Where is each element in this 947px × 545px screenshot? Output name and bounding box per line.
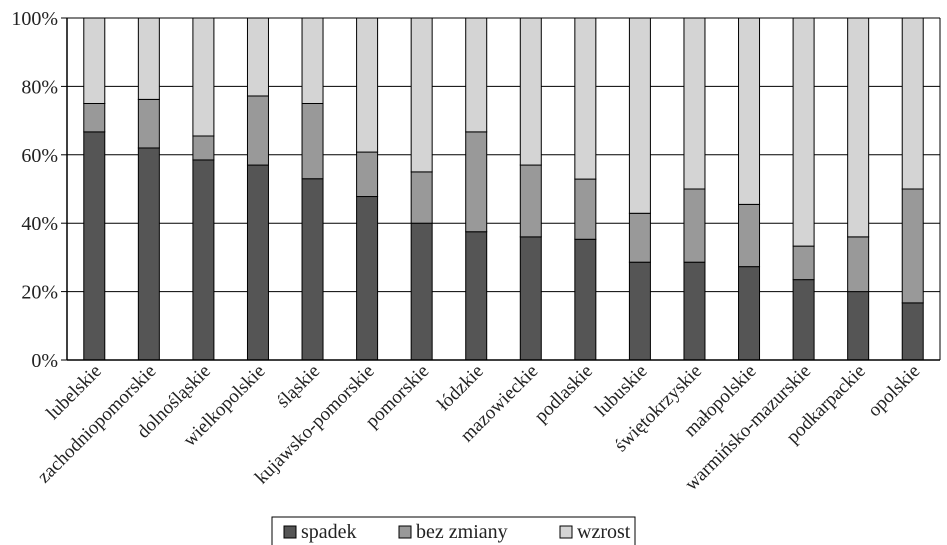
bar-segment [356, 151, 379, 198]
bar-segment [574, 178, 597, 240]
bar-segment [465, 131, 488, 233]
bar-segment [792, 17, 815, 247]
bar-segment [519, 17, 542, 166]
y-axis-ticks: 0% 20% 40% 60% 80% 100% [11, 8, 67, 372]
bar-segment [356, 196, 379, 361]
bar-segment [137, 17, 160, 100]
x-axis-labels: lubelskiezachodniopomorskiedolnośląskiew… [34, 361, 925, 495]
bar-segment [83, 131, 106, 361]
bar-segment [465, 231, 488, 361]
bar-segment [792, 279, 815, 361]
bar-segment [410, 222, 433, 361]
bar-segment [847, 17, 870, 238]
bar-segment [246, 17, 269, 97]
bar-segment [683, 17, 706, 190]
bar-segment [683, 188, 706, 263]
legend-box [271, 516, 636, 545]
legend-swatch [283, 525, 297, 539]
bar-segment [738, 17, 761, 205]
bar-segment [192, 135, 215, 161]
bar-segment [246, 95, 269, 166]
bar-segment [847, 291, 870, 361]
bar-segment [628, 17, 651, 214]
bar-segment [356, 17, 379, 153]
bar-segment [901, 188, 924, 304]
bar-segment [628, 212, 651, 263]
bar-segment [792, 245, 815, 281]
bar-segment [574, 17, 597, 180]
legend: spadek bez zmiany wzrost [271, 516, 636, 545]
bar-segment [83, 17, 106, 104]
bar-segment [192, 17, 215, 137]
legend-swatch [398, 525, 412, 539]
bar-segment [574, 238, 597, 361]
bar-segment [410, 17, 433, 173]
bar-segment [137, 98, 160, 149]
bar-segment [301, 17, 324, 104]
y-tick-label: 80% [21, 76, 58, 98]
x-tick-label: śląskie [273, 361, 324, 412]
bar-segment [738, 203, 761, 268]
x-tick-label: podlaskie [531, 361, 597, 427]
bar-segment [301, 103, 324, 180]
legend-label: spadek [301, 521, 357, 543]
bar-segment [410, 171, 433, 224]
bar-segment [137, 147, 160, 361]
bar-segment [847, 236, 870, 293]
bar-segment [901, 302, 924, 361]
bar-segment [83, 103, 106, 133]
legend-label: bez zmiany [416, 521, 508, 543]
bars [83, 17, 924, 361]
bar-segment [192, 159, 215, 361]
y-tick-label: 60% [21, 145, 58, 167]
bar-segment [683, 261, 706, 361]
x-tick-label: łódzkie [433, 361, 487, 415]
legend-label: wzrost [577, 521, 631, 543]
bar-segment [519, 164, 542, 238]
y-tick-label: 0% [31, 350, 58, 372]
bar-segment [519, 236, 542, 361]
bar-segment [628, 261, 651, 361]
y-tick-label: 20% [21, 282, 58, 304]
bar-segment [465, 17, 488, 133]
axes [66, 18, 941, 361]
y-tick-label: 100% [11, 8, 58, 30]
bar-segment [246, 164, 269, 361]
x-tick-label: opolskie [864, 361, 924, 421]
bar-segment [901, 17, 924, 190]
bar-segment [738, 266, 761, 361]
y-tick-label: 40% [21, 213, 58, 235]
bar-segment [301, 178, 324, 361]
legend-swatch [559, 525, 573, 539]
